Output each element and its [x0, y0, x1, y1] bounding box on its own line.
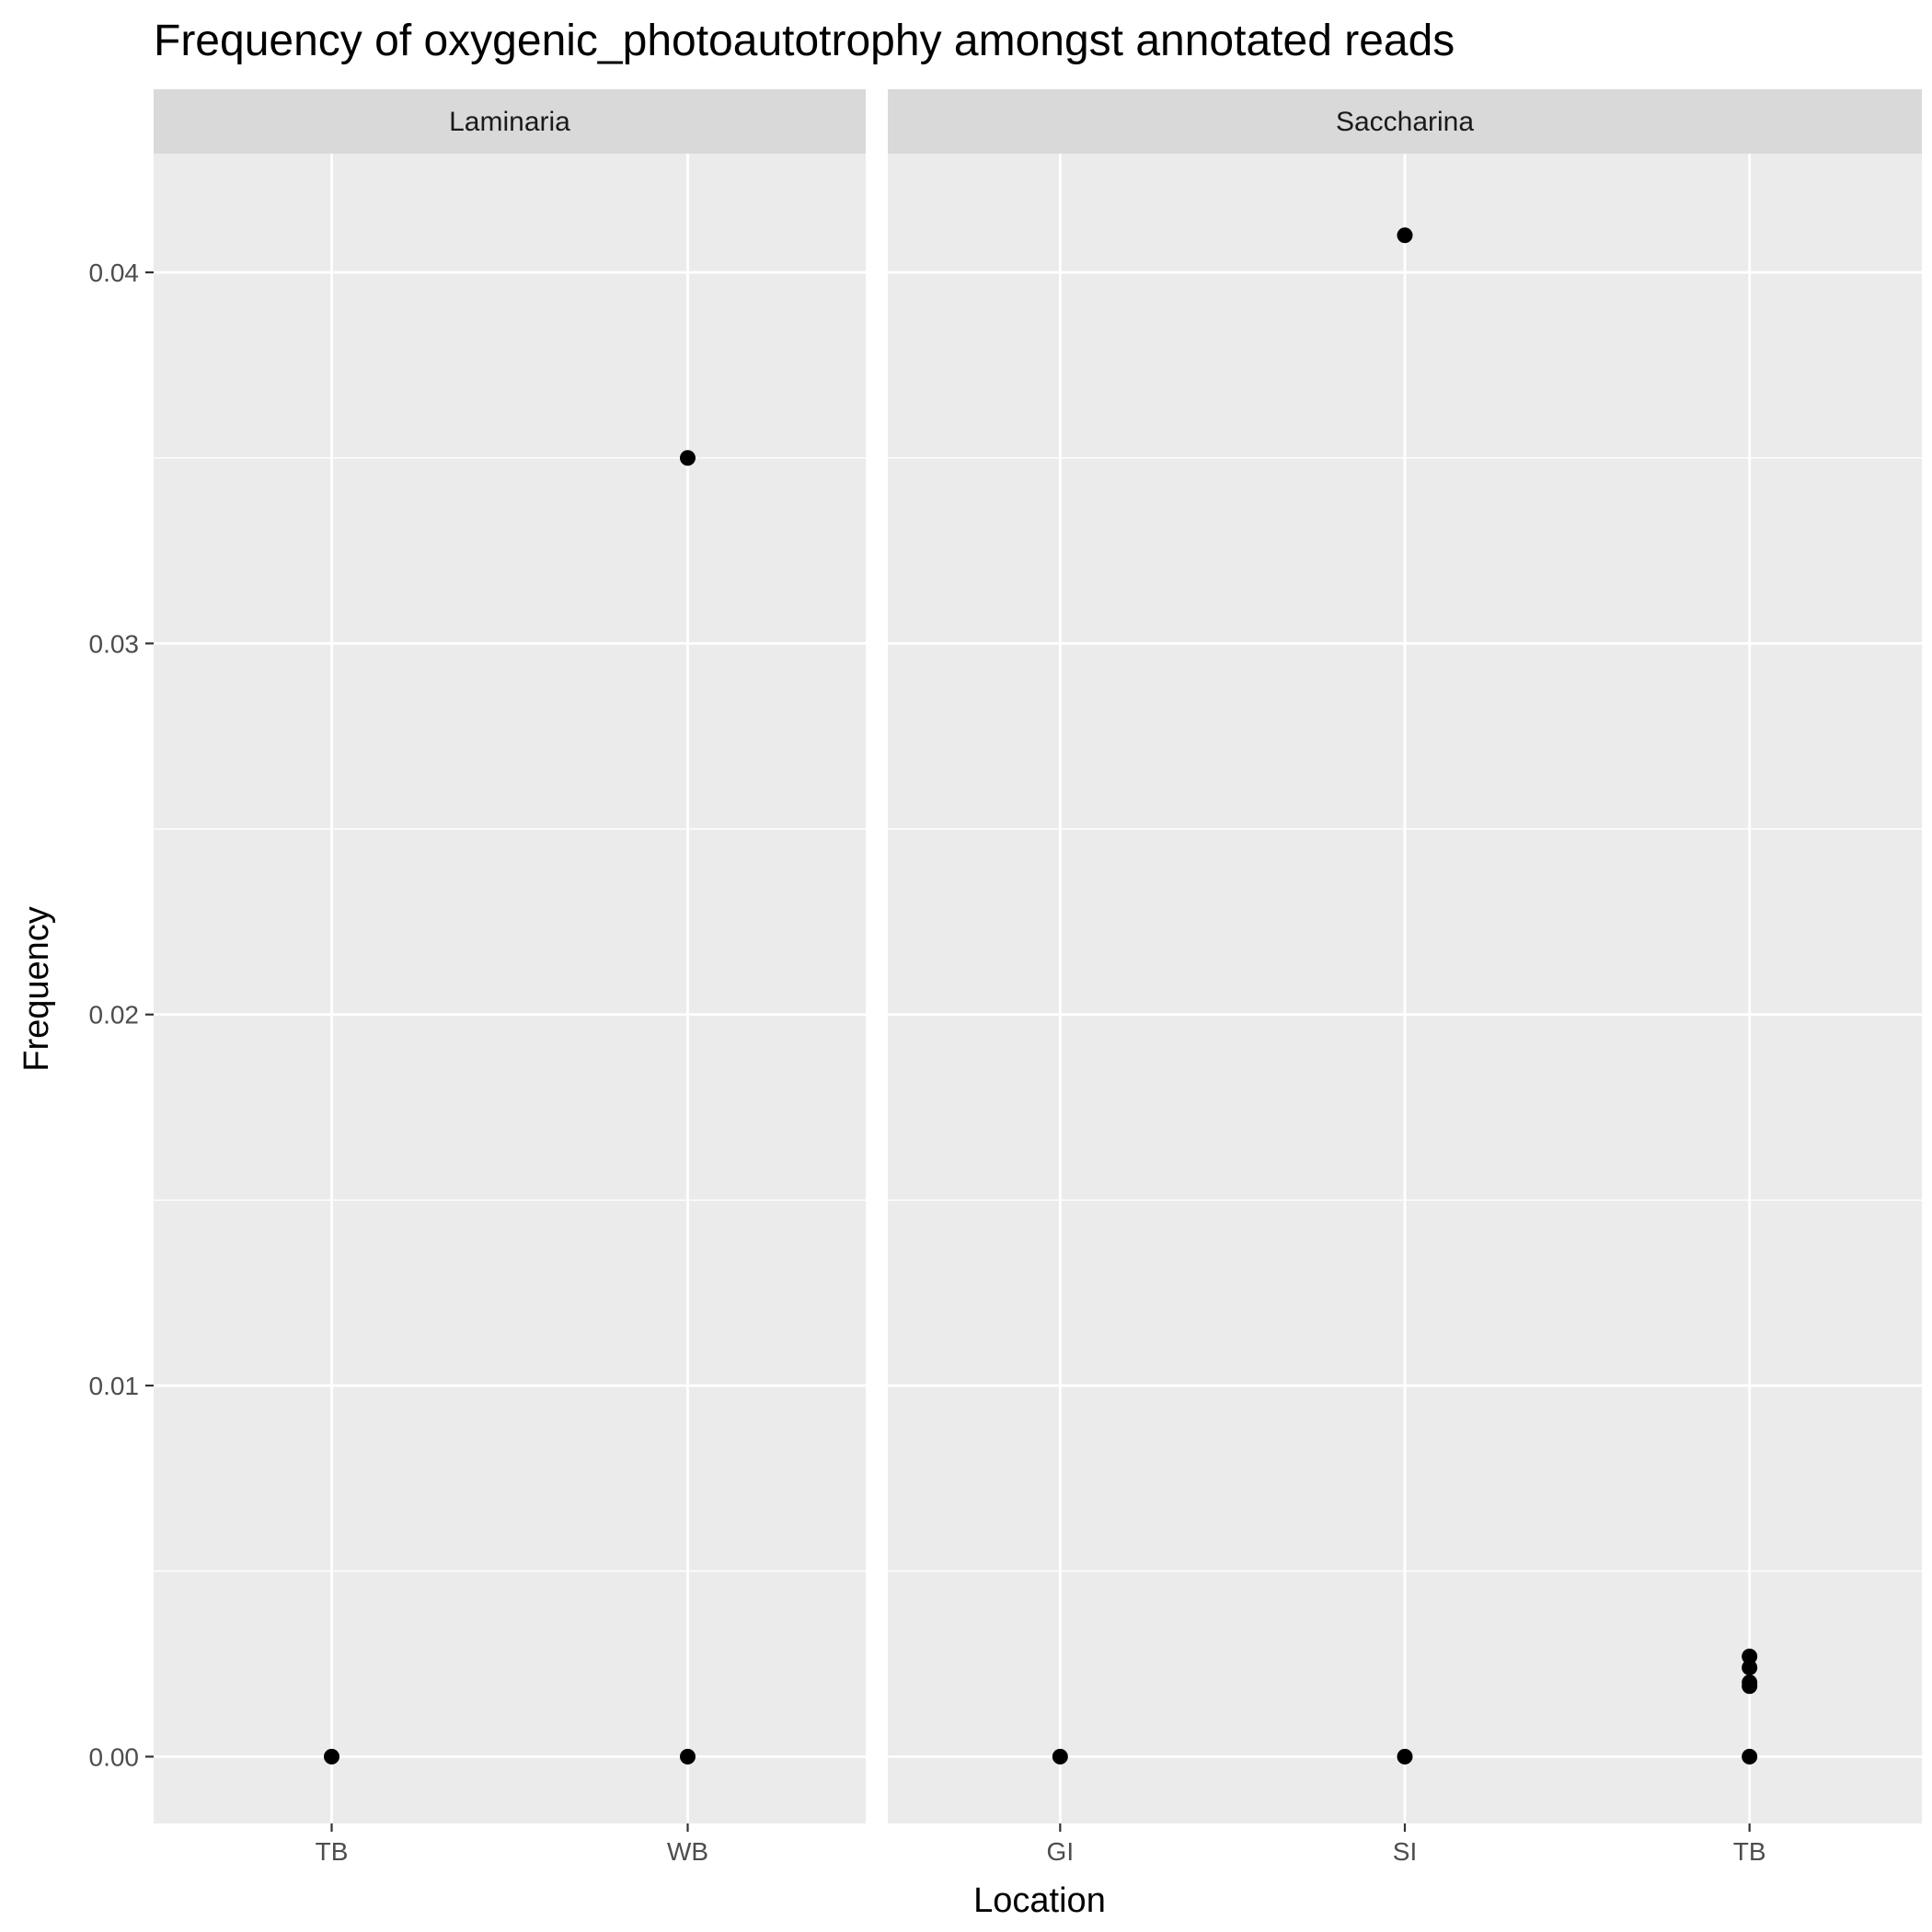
chart-title: Frequency of oxygenic_photoautotrophy am… [154, 17, 1455, 65]
data-point [1052, 1748, 1068, 1765]
data-point [324, 1748, 339, 1765]
data-point [1397, 227, 1413, 244]
facet-strip [154, 89, 866, 154]
x-tick-label: SI [1393, 1837, 1417, 1866]
data-point [1742, 1674, 1758, 1691]
x-axis-title: Location [973, 1881, 1106, 1920]
y-axis-title: Frequency [17, 906, 56, 1072]
facet-strip-label: Laminaria [449, 107, 570, 137]
data-point [1742, 1748, 1758, 1765]
y-tick-label: 0.00 [89, 1742, 140, 1771]
facet-panel-laminaria: Laminaria TB WB [154, 89, 866, 1866]
panels-layer: Laminaria TB WB Saccharina GI SI TB [154, 89, 1922, 1866]
x-tick-label: GI [1047, 1837, 1075, 1866]
facet-strip [888, 89, 1922, 154]
facet-strip-label: Saccharina [1336, 107, 1474, 137]
x-tick-label: TB [316, 1837, 349, 1866]
x-tick-label: TB [1733, 1837, 1766, 1866]
y-axis: 0.00 0.01 0.02 0.03 0.04 [89, 259, 154, 1771]
y-tick-label: 0.04 [89, 259, 140, 287]
data-point [1397, 1748, 1413, 1765]
y-tick-label: 0.02 [89, 1001, 140, 1029]
data-point [680, 1748, 696, 1765]
panel-background [154, 154, 866, 1823]
data-point [1742, 1660, 1758, 1676]
x-tick-label: WB [667, 1837, 708, 1866]
data-point [1742, 1649, 1758, 1664]
y-tick-label: 0.03 [89, 629, 140, 658]
data-point [680, 450, 696, 466]
y-tick-label: 0.01 [89, 1372, 140, 1400]
facet-panel-saccharina: Saccharina GI SI TB [888, 89, 1922, 1866]
